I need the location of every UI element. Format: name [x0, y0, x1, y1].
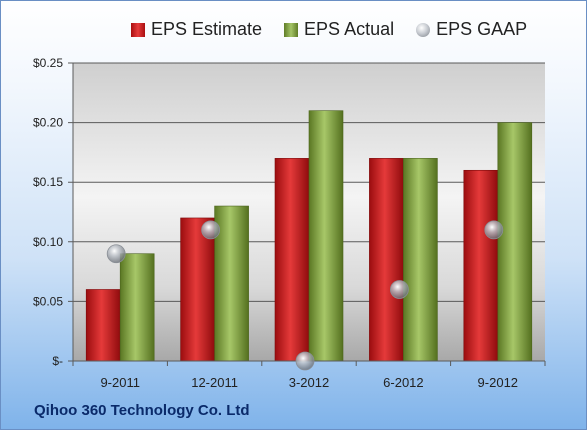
legend-swatch-actual: [284, 22, 299, 37]
x-tick-label: 3-2012: [289, 375, 329, 390]
marker-eps-gaap: [295, 351, 315, 371]
bar-eps-actual: [308, 110, 344, 362]
y-tick-label: $0.10: [33, 235, 63, 249]
y-tick-label: $0.15: [33, 175, 63, 189]
y-tick-label: $0.05: [33, 294, 63, 308]
marker-eps-gaap: [201, 220, 221, 240]
legend-swatch-gaap: [416, 22, 431, 37]
legend-swatch-estimate: [131, 22, 145, 37]
legend-label-estimate: EPS Estimate: [151, 19, 263, 39]
legend-item-actual: EPS Actual: [284, 19, 394, 40]
y-tick-label: $0.25: [33, 56, 63, 70]
y-tick-label: $0.20: [33, 116, 63, 130]
legend-label-actual: EPS Actual: [304, 19, 395, 39]
y-tick-label: $-: [52, 354, 63, 368]
x-tick-label: 9-2012: [478, 375, 518, 390]
x-tick-label: 12-2011: [191, 375, 238, 390]
legend-item-gaap: EPS GAAP: [416, 19, 527, 40]
bar-eps-estimate: [85, 289, 121, 362]
bar-eps-actual: [403, 158, 438, 362]
company-name: Qihoo 360 Technology Co. Ltd: [34, 402, 250, 419]
legend: EPS Estimate EPS Actual EPS GAAP: [131, 19, 549, 40]
marker-eps-gaap: [106, 244, 126, 264]
bar-eps-estimate: [369, 158, 404, 362]
legend-item-estimate: EPS Estimate: [131, 19, 262, 40]
bar-eps-estimate: [180, 217, 215, 362]
x-tick-label: 9-2011: [100, 375, 140, 390]
marker-eps-gaap: [484, 220, 504, 240]
bar-eps-estimate: [463, 169, 499, 362]
marker-eps-gaap: [389, 280, 409, 299]
bar-eps-actual: [497, 122, 533, 362]
legend-label-gaap: EPS GAAP: [436, 19, 528, 39]
x-tick-label: 6-2012: [383, 375, 423, 390]
bar-eps-actual: [119, 253, 155, 362]
bar-eps-estimate: [274, 158, 310, 362]
